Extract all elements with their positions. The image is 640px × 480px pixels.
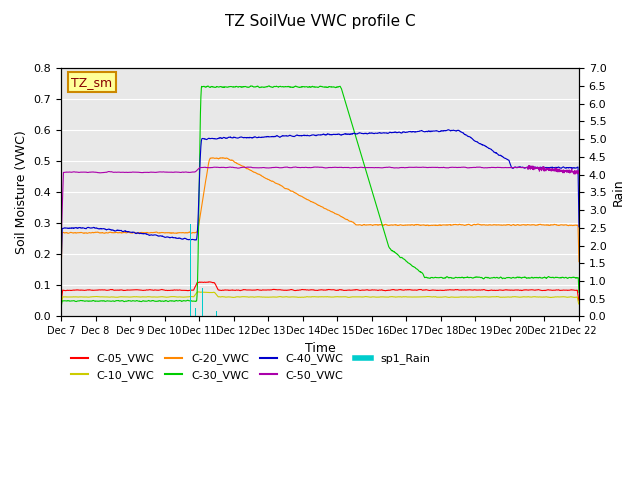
Y-axis label: Rain: Rain [612,179,625,206]
Legend: C-05_VWC, C-10_VWC, C-20_VWC, C-30_VWC, C-40_VWC, C-50_VWC, sp1_Rain: C-05_VWC, C-10_VWC, C-20_VWC, C-30_VWC, … [67,349,435,385]
Y-axis label: Soil Moisture (VWC): Soil Moisture (VWC) [15,131,28,254]
X-axis label: Time: Time [305,342,335,355]
Text: TZ_sm: TZ_sm [72,75,113,89]
Text: TZ SoilVue VWC profile C: TZ SoilVue VWC profile C [225,14,415,29]
